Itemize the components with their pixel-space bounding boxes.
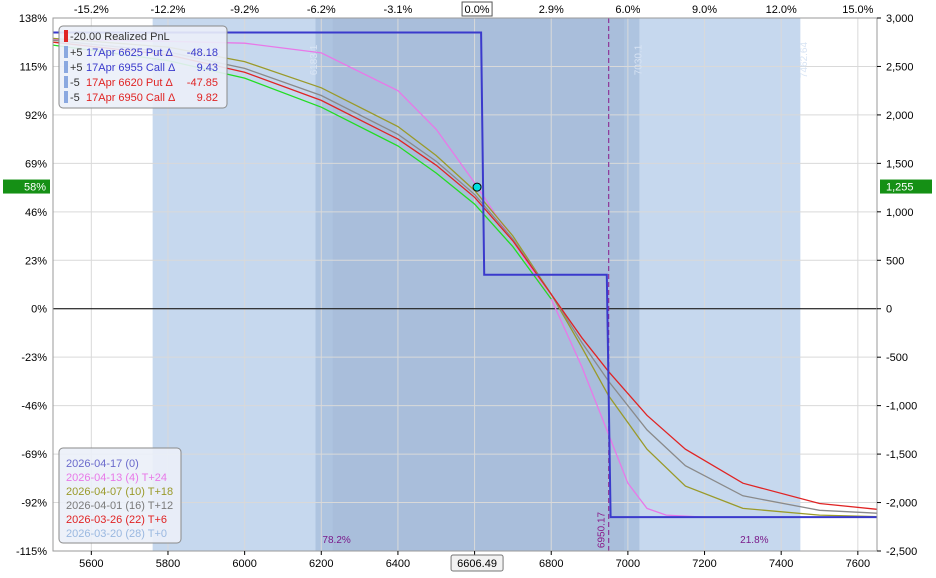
x-tick-label: 7600 [846, 558, 870, 570]
probability-label: 78.2% [322, 535, 350, 546]
legend-position-label: 17Apr 6950 Call Δ [86, 92, 176, 104]
legend-position-value: 9.43 [197, 62, 218, 74]
legend-position-sign: +5 [70, 62, 83, 74]
band-edge-label: 7030.1 [633, 44, 644, 75]
legend-swatch [64, 30, 68, 42]
legend-date-entry: 2026-03-20 (28) T+0 [66, 528, 167, 540]
y-tick-label-right: -500 [886, 352, 908, 364]
legend-position-label: 17Apr 6955 Call Δ [86, 62, 176, 74]
y-tick-label-left: -92% [21, 498, 47, 510]
x-marker-box [450, 554, 504, 572]
legend-swatch [64, 46, 68, 58]
y-tick-label-right: 0 [886, 304, 892, 316]
series-line-0 [52, 38, 877, 518]
y-tick-label-left: -46% [21, 401, 47, 413]
legend-position-value: -48.18 [187, 47, 218, 59]
band-edge-label: 7462.64 [799, 41, 810, 78]
x-tick-label: 6800 [539, 558, 563, 570]
y-tick-label-right: 3,000 [886, 13, 914, 25]
y-tick-label-right: -2,000 [886, 498, 917, 510]
top-tick-label: -3.1% [384, 4, 413, 16]
top-tick-label: -12.2% [151, 4, 186, 16]
legend-date-entry: 2026-04-17 (0) [66, 458, 139, 470]
plot-border [52, 17, 878, 552]
left-value-badge-text: 58% [24, 182, 46, 194]
left-value-badge [3, 179, 50, 194]
top-tick-label: -6.2% [307, 4, 336, 16]
probability-band-2 [332, 18, 625, 551]
top-tick-label: 9.0% [692, 4, 717, 16]
legend-position-value: 9.82 [197, 92, 218, 104]
top-marker-box [461, 1, 493, 17]
x-tick-label: 7000 [616, 558, 640, 570]
y-tick-label-left: 115% [20, 61, 48, 73]
legend-swatch [64, 61, 68, 73]
x-tick-label: 7200 [692, 558, 716, 570]
right-value-badge [880, 179, 932, 194]
top-tick-label: 2.9% [539, 4, 564, 16]
x-tick-label: 6200 [309, 558, 333, 570]
y-tick-label-left: 69% [25, 158, 47, 170]
dates-legend-box [58, 447, 182, 544]
x-tick-label: 5600 [79, 558, 103, 570]
y-tick-label-right: 1,000 [886, 207, 914, 219]
positions-legend-box [58, 25, 228, 109]
grid-lines [53, 17, 877, 552]
legend-position-sign: +5 [70, 47, 83, 59]
x-tick-label: 6000 [232, 558, 256, 570]
top-tick-label: 12.0% [766, 4, 797, 16]
y-tick-label-right: 2,500 [886, 61, 914, 73]
legend-date-entry: 2026-04-13 (4) T+24 [66, 472, 167, 484]
legend-position-value: -47.85 [187, 77, 218, 89]
right-value-badge-text: 1,255 [886, 182, 914, 194]
legend-position-sign: -5 [70, 77, 80, 89]
dates-legend: 2026-04-17 (0) 2026-04-13 (4) T+24 2026-04… [58, 447, 182, 544]
positions-legend: -20.00 Realized PnL +5 17Apr 6625 Put Δ -48… [58, 25, 228, 109]
x-tick-label: 5800 [156, 558, 180, 570]
x-marker-label: 6606.49 [457, 558, 497, 570]
x-tick-label: 7400 [769, 558, 793, 570]
legend-date-entry: 2026-04-07 (10) T+18 [66, 486, 173, 498]
x-tick-label: 6400 [386, 558, 410, 570]
current-price-marker [472, 182, 482, 192]
series-line-3 [52, 41, 878, 510]
y-tick-label-left: 138% [19, 13, 47, 25]
legend-position-label: 17Apr 6625 Put Δ [86, 47, 174, 59]
top-tick-label: 15.0% [842, 4, 873, 16]
y-tick-label-left: -115% [16, 546, 47, 558]
top-tick-label: 6.0% [615, 4, 640, 16]
legend-swatch [64, 76, 68, 88]
y-tick-label-left: 92% [25, 110, 47, 122]
legend-realized-pnl: -20.00 Realized PnL [70, 31, 170, 43]
legend-position-sign: -5 [70, 92, 80, 104]
y-tick-label-left: -69% [21, 449, 47, 461]
y-tick-label-left: 23% [25, 255, 47, 267]
legend-date-entry: 2026-04-01 (16) T+12 [66, 500, 173, 512]
y-tick-label-left: -23% [21, 352, 47, 364]
y-tick-label-right: 1,500 [886, 158, 914, 170]
legend-position-label: 17Apr 6620 Put Δ [86, 77, 174, 89]
top-tick-label: 0.0% [465, 4, 490, 16]
band-edge-label: 6183.1 [309, 44, 320, 75]
expiry-line [53, 31, 877, 519]
strike-vline-label: 6950.17 [597, 511, 608, 548]
y-tick-label-right: 2,000 [886, 110, 914, 122]
y-tick-label-right: 500 [886, 255, 904, 267]
y-tick-label-right: -1,500 [886, 449, 917, 461]
probability-label: 21.8% [740, 535, 768, 546]
y-tick-label-left: 0% [31, 304, 47, 316]
legend-date-entry: 2026-03-26 (22) T+6 [66, 514, 167, 526]
series-line-1 [52, 37, 878, 518]
y-tick-label-right: -1,000 [886, 401, 917, 413]
top-tick-label: -9.2% [230, 4, 259, 16]
top-tick-label: -15.2% [74, 4, 109, 16]
legend-swatch [64, 91, 68, 103]
y-tick-label-right: -2,500 [886, 546, 917, 558]
y-tick-label-left: 46% [25, 207, 47, 219]
